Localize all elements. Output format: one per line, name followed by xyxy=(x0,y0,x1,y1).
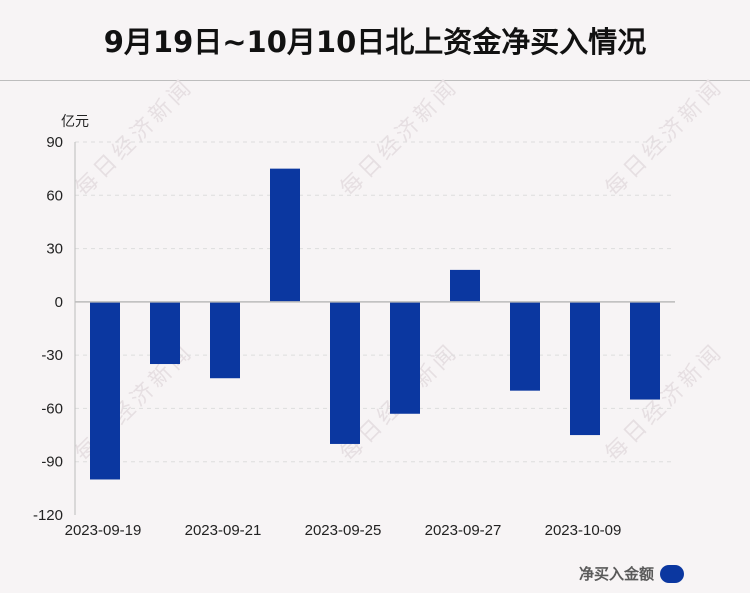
y-tick-label: -90 xyxy=(41,454,63,471)
x-tick-label: 2023-09-21 xyxy=(185,522,262,539)
bar xyxy=(270,168,300,302)
y-axis-unit: 亿元 xyxy=(61,114,89,130)
chart-title: 9月19日~10月10日北上资金净买入情况 xyxy=(103,25,647,59)
legend-label: 净买入金额 xyxy=(578,565,654,583)
bar xyxy=(150,301,180,365)
bar xyxy=(90,301,120,480)
bar xyxy=(330,301,360,444)
y-tick-label: 30 xyxy=(46,241,63,258)
y-tick-label: -60 xyxy=(41,400,63,417)
bar xyxy=(630,301,660,400)
bar xyxy=(450,269,480,302)
title-divider xyxy=(0,80,750,81)
y-tick-label: 90 xyxy=(46,134,63,151)
x-tick-label: 2023-10-09 xyxy=(545,522,622,539)
bar xyxy=(570,301,600,436)
legend-swatch xyxy=(660,564,684,583)
y-tick-label: 60 xyxy=(46,187,63,204)
bar xyxy=(210,301,240,379)
y-tick-label: -120 xyxy=(33,507,63,524)
bar xyxy=(390,301,420,414)
x-tick-label: 2023-09-19 xyxy=(65,522,142,539)
y-tick-label: -30 xyxy=(41,347,63,364)
y-tick-label: 0 xyxy=(55,294,63,311)
bar xyxy=(510,301,540,391)
legend[interactable]: 净买入金额 xyxy=(579,563,684,584)
x-tick-label: 2023-09-27 xyxy=(425,522,502,539)
x-tick-label: 2023-09-25 xyxy=(305,522,382,539)
